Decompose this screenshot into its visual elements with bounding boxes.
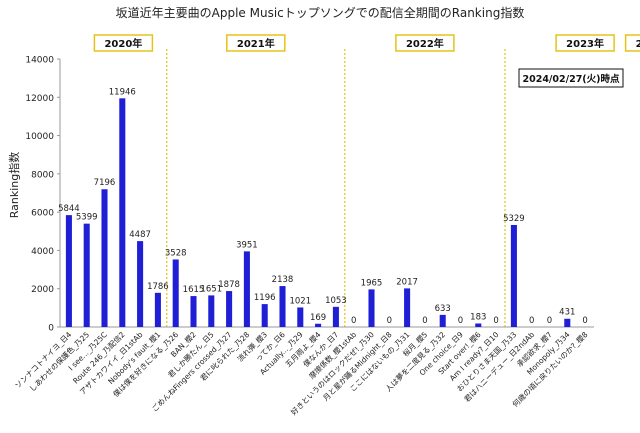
axes	[59, 59, 594, 328]
data-label: 0	[529, 316, 534, 326]
data-label: 2138	[272, 275, 294, 285]
year-badge-label: 2024年	[636, 37, 640, 50]
bar	[368, 289, 375, 327]
y-axis-ticks: 0 2000 4000 6000 8000 10000 12000 14000	[25, 56, 60, 334]
data-label: 7196	[94, 178, 116, 188]
data-label: 0	[387, 316, 392, 326]
data-label: 0	[351, 316, 356, 326]
year-badges: 2020年 2021年 2022年 2023年 2024年	[93, 34, 640, 52]
y-tick-label: 8000	[31, 170, 54, 180]
data-label: 5844	[58, 204, 80, 214]
year-badge	[93, 34, 154, 52]
y-tick-label: 12000	[25, 94, 54, 104]
y-tick-label: 14000	[25, 56, 54, 66]
data-label: 1053	[325, 296, 347, 306]
chart-title: 坂道近年主要曲のApple Musicトップソングでの配信全期間のRanking…	[116, 5, 525, 20]
bar	[332, 306, 339, 327]
data-label: 0	[493, 316, 498, 326]
timestamp-annotation-text: 2024/02/27(火)時点	[522, 73, 620, 85]
bar	[154, 292, 161, 327]
timestamp-annotation: 2024/02/27(火)時点	[518, 68, 624, 88]
bar	[119, 98, 126, 327]
data-label: 5329	[503, 214, 525, 224]
bar	[137, 241, 144, 327]
data-label: 1878	[218, 280, 240, 290]
year-badge	[226, 34, 286, 52]
bar	[243, 251, 250, 327]
data-label: 1786	[147, 282, 169, 292]
data-label: 1965	[361, 278, 383, 288]
bar	[315, 323, 322, 327]
bar	[510, 224, 517, 327]
bar	[279, 286, 286, 327]
bar	[226, 291, 233, 327]
data-label: 1651	[200, 284, 222, 294]
data-label: 11946	[109, 87, 136, 97]
year-badge-label: 2021年	[237, 37, 275, 50]
y-tick-label: 6000	[31, 209, 54, 219]
data-label: 1196	[254, 293, 276, 303]
data-label: 5399	[76, 213, 98, 223]
bar	[65, 215, 72, 327]
year-badge-label: 2022年	[406, 37, 444, 50]
y-tick-label: 10000	[25, 132, 54, 142]
bars	[65, 98, 571, 327]
data-label: 1615	[183, 285, 205, 295]
year-badge	[624, 34, 640, 52]
data-label: 4487	[129, 230, 151, 240]
bar	[297, 307, 304, 327]
data-label: 169	[310, 313, 326, 323]
bar	[190, 296, 197, 327]
data-label: 1021	[289, 296, 311, 306]
data-label: 2017	[396, 277, 418, 287]
year-badge-label: 2020年	[104, 37, 142, 50]
data-label: 3528	[165, 248, 187, 258]
data-label: 0	[458, 316, 463, 326]
year-badge	[555, 34, 615, 52]
y-tick-label: 2000	[31, 285, 54, 295]
data-label: 0	[582, 316, 587, 326]
year-badge-label: 2023年	[566, 37, 604, 50]
data-label: 0	[547, 316, 552, 326]
year-badge	[395, 34, 455, 52]
bar	[208, 295, 215, 327]
bar	[439, 314, 446, 327]
y-tick-label: 4000	[31, 247, 54, 257]
y-tick-label: 0	[48, 324, 54, 334]
bar	[261, 304, 268, 327]
y-axis-label: Ranking指数	[7, 152, 21, 219]
data-label: 0	[422, 316, 427, 326]
bar	[564, 318, 571, 327]
bar	[475, 323, 482, 327]
data-label: 431	[559, 308, 575, 318]
bar	[404, 288, 411, 327]
bar	[101, 189, 108, 327]
bar	[83, 223, 90, 327]
data-label: 3951	[236, 240, 258, 250]
bar	[172, 259, 179, 327]
data-label: 183	[470, 312, 486, 322]
data-label: 633	[435, 304, 451, 314]
